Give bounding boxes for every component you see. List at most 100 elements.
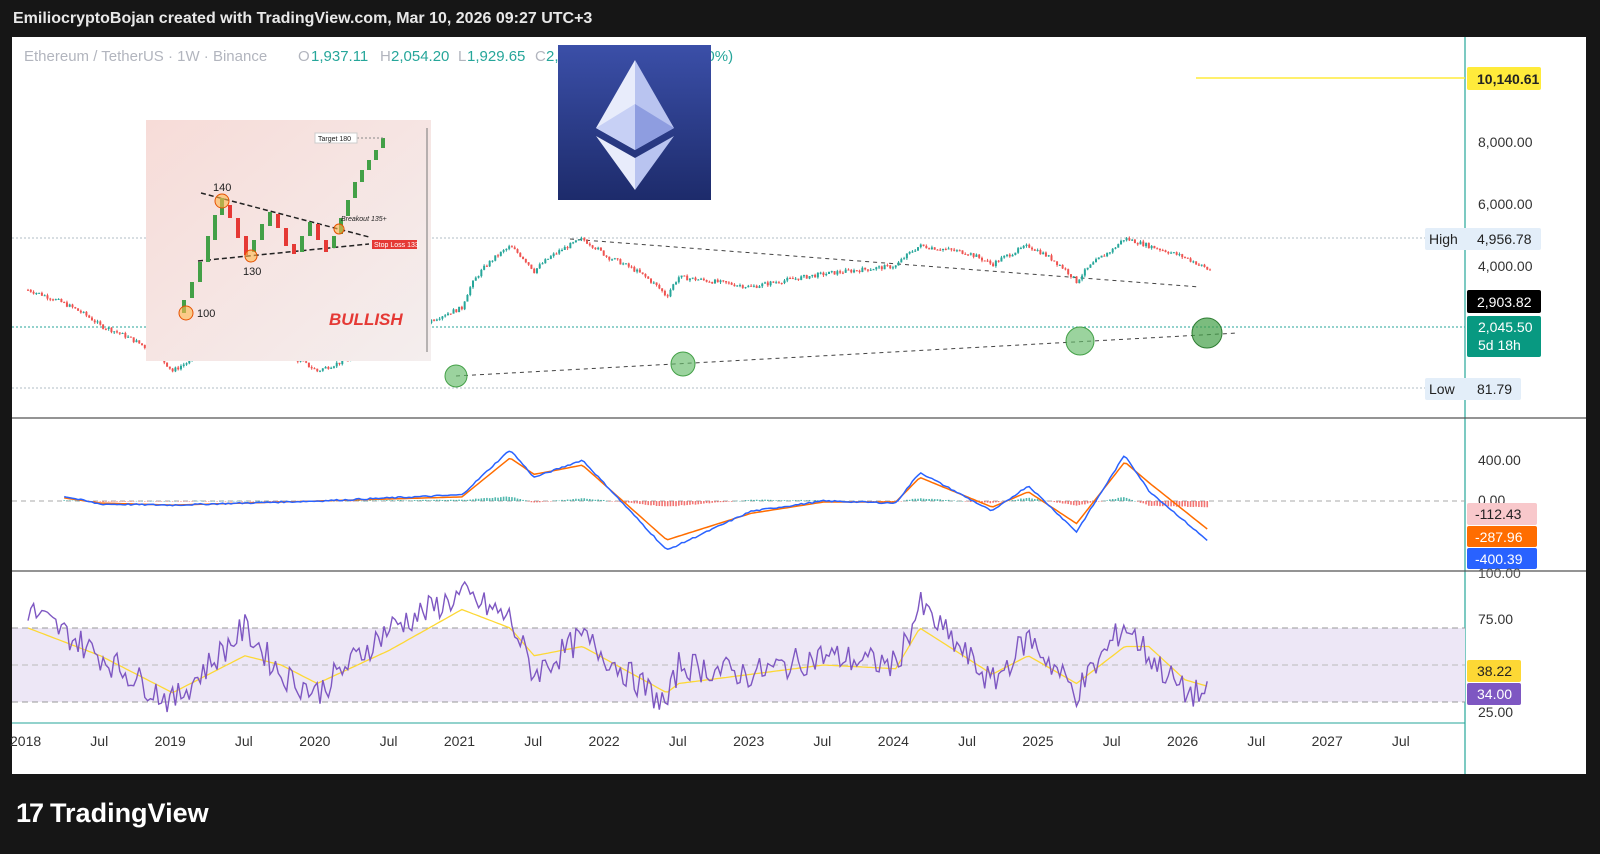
candle-body (1036, 250, 1039, 252)
histogram-bar (1086, 501, 1089, 504)
inset-breakout-label: Breakout 135+ (341, 216, 387, 223)
support-touch-marker[interactable] (444, 364, 468, 388)
candle-body (944, 248, 947, 250)
histogram-bar (221, 500, 224, 502)
histogram-bar (555, 500, 558, 501)
candle-body (68, 304, 71, 307)
candle-body (555, 253, 558, 255)
candle-body (54, 299, 57, 301)
histogram-bar (1045, 500, 1047, 502)
histogram-bar (992, 501, 994, 503)
histogram-bar (152, 500, 154, 502)
histogram-bar (747, 500, 750, 501)
candle-body (677, 277, 680, 283)
histogram-bar (580, 498, 583, 501)
histogram-bar (1100, 501, 1103, 502)
histogram-bar (753, 499, 755, 501)
candle-body (1136, 243, 1139, 245)
histogram-bar (577, 498, 580, 501)
candle-body (855, 270, 858, 272)
histogram-bar (132, 501, 135, 502)
candle-body (474, 277, 477, 281)
histogram-bar (433, 499, 435, 501)
histogram-bar (1008, 500, 1011, 502)
candle-body (497, 255, 500, 257)
candle-body (32, 291, 35, 294)
candle-body (335, 362, 338, 367)
support-trendline[interactable] (455, 332, 1239, 377)
histogram-bar (817, 500, 819, 501)
candle-body (789, 278, 792, 280)
histogram-bar (939, 499, 942, 501)
candle-body (494, 255, 497, 261)
candle-body (624, 263, 627, 265)
candle-body (124, 333, 127, 338)
candle-body (694, 277, 697, 281)
ethereum-logo-image (558, 45, 711, 200)
time-axis-label: 2023 (733, 733, 764, 749)
candle-body (783, 280, 786, 284)
histogram-bar (736, 500, 739, 502)
histogram-bar (74, 500, 77, 502)
histogram-bar (1117, 497, 1120, 501)
histogram-bar (630, 501, 633, 503)
time-axis-label: Jul (90, 733, 108, 749)
candle-body (950, 248, 953, 250)
histogram-bar (1173, 501, 1175, 507)
candle-body (49, 298, 52, 300)
candle-body (819, 272, 822, 274)
candle-body (332, 366, 335, 368)
candle-body (917, 247, 919, 251)
candle-body (1131, 239, 1134, 241)
price-scale[interactable]: 8,000.00 6,000.00 4,000.00 (1478, 134, 1533, 274)
histogram-bar (1056, 501, 1058, 503)
support-touch-marker[interactable] (1191, 317, 1223, 349)
histogram-bar (1153, 501, 1156, 506)
histogram-bar (986, 501, 989, 503)
candle-body (611, 259, 614, 261)
candle-body (591, 245, 594, 248)
histogram-bar (705, 501, 708, 504)
histogram-bar (205, 501, 207, 502)
histogram-bar (438, 499, 441, 501)
support-touch-marker[interactable] (1065, 326, 1095, 356)
histogram-bar (63, 500, 65, 501)
resistance-trendline[interactable] (569, 238, 1201, 288)
candle-body (1206, 266, 1209, 270)
histogram-bar (466, 499, 469, 501)
candle-body (530, 264, 533, 269)
candle-body (182, 364, 185, 366)
candle-body (485, 265, 488, 267)
candle-body (166, 362, 169, 367)
time-axis[interactable]: 2018 Jul 2019 Jul 2020 Jul 2021 Jul 2022 Jul 2023 J… (10, 733, 1410, 749)
symbol-name: Ethereum / TetherUS · 1W · Binance (24, 48, 267, 65)
candle-body (441, 316, 444, 319)
candle-body (1019, 247, 1022, 249)
inset-bullish-caption: BULLISH (329, 310, 403, 329)
histogram-bar (1150, 501, 1153, 506)
histogram-bar (814, 500, 816, 501)
support-touch-marker[interactable] (670, 351, 696, 377)
crosshair-price-badge (1467, 290, 1541, 313)
candle-body (805, 275, 808, 279)
histogram-bar (919, 498, 922, 501)
candle-body (683, 275, 686, 277)
candle-body (1050, 255, 1053, 261)
histogram-bar (672, 501, 675, 507)
low-badge-value: 81.79 (1477, 381, 1512, 397)
candle-body (307, 362, 310, 368)
candle-body (313, 368, 316, 370)
histogram-bar (808, 499, 811, 501)
histogram-bar (1136, 501, 1139, 502)
histogram-bar (530, 501, 533, 503)
bullish-pattern-inset: Target 180 140 Breakout 135+ Stop Loss 1… (146, 120, 431, 361)
histogram-bar (694, 501, 697, 505)
histogram-bar (953, 500, 955, 501)
candle-body (469, 287, 472, 295)
histogram-bar (661, 501, 663, 507)
candle-body (983, 260, 986, 262)
rsi-badge (1467, 683, 1521, 705)
candle-body (972, 253, 975, 257)
histogram-bar (675, 501, 677, 507)
